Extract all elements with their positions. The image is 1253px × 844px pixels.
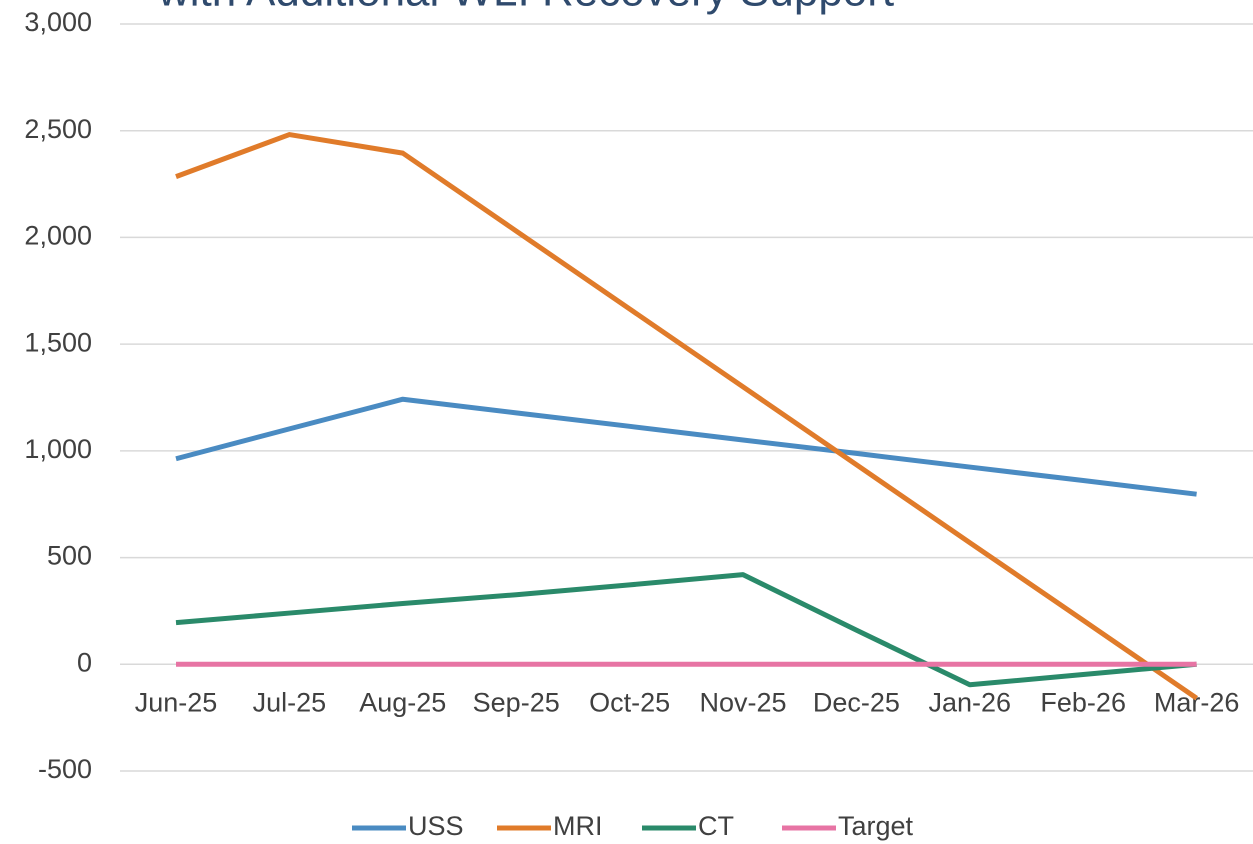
x-tick-label: Mar-26 <box>1154 687 1240 717</box>
legend-label: USS <box>408 811 464 841</box>
legend-label: Target <box>838 811 914 841</box>
legend-label: CT <box>698 811 734 841</box>
series-line <box>175 396 1197 497</box>
x-tick-label: Jul-25 <box>253 687 327 717</box>
y-tick-label: 1,500 <box>24 327 92 357</box>
legend-label: MRI <box>553 811 603 841</box>
x-tick-label: Jan-26 <box>929 687 1012 717</box>
y-tick-label: -500 <box>38 754 92 784</box>
y-tick-label: 1,000 <box>24 434 92 464</box>
series-line <box>175 132 1199 701</box>
y-tick-label: 2,000 <box>24 221 92 251</box>
x-tick-label: Oct-25 <box>589 687 670 717</box>
y-tick-label: 0 <box>77 647 92 677</box>
y-tick-label: 500 <box>47 541 92 571</box>
x-tick-label: Nov-25 <box>699 687 786 717</box>
y-tick-label: 2,500 <box>24 114 92 144</box>
x-tick-label: Feb-26 <box>1040 687 1126 717</box>
y-tick-label: 3,000 <box>24 7 92 37</box>
x-tick-label: Jun-25 <box>135 687 218 717</box>
x-tick-label: Aug-25 <box>359 687 446 717</box>
x-tick-label: Dec-25 <box>813 687 900 717</box>
series-line <box>175 572 1197 688</box>
x-tick-label: Sep-25 <box>473 687 560 717</box>
chart-title: with Additional WLI Recovery Support <box>157 0 894 16</box>
